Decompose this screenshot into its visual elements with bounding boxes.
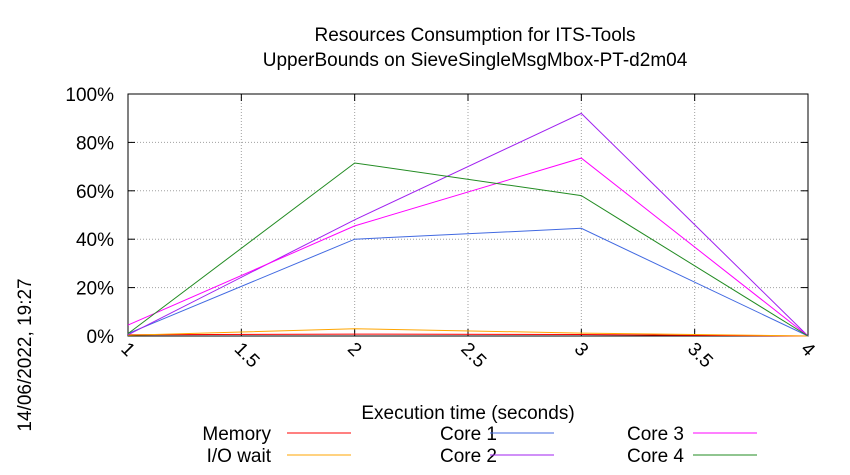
y-tick-label: 60% [76,182,114,203]
legend-item-i-o-wait: I/O wait [207,446,351,467]
series-line-core-2 [127,112,809,337]
series-line-core-1 [127,227,809,337]
legend-label: Core 4 [627,446,684,467]
legend-item-core-1: Core 1 [440,424,554,445]
y-tick-label: 20% [76,279,114,300]
legend-item-core-2: Core 2 [440,446,554,467]
y-tick-label: 0% [87,327,115,348]
x-tick-label: 2.5 [456,339,490,373]
x-tick-label: 3 [570,339,592,361]
timestamp-label: 14/06/2022, 19:27 [15,278,36,431]
chart-title-line2: UpperBounds on SieveSingleMsgMbox-PT-d2m… [263,50,688,71]
legend-item-core-3: Core 3 [627,424,757,445]
series-line-i-o-wait [127,328,809,337]
legend-item-memory: Memory [202,424,351,445]
legend-label: Core 2 [440,446,497,467]
y-tick-label: 40% [76,230,114,251]
y-tick-label: 80% [76,133,114,154]
series-line-core-4 [127,162,809,337]
x-tick-label: 3.5 [683,339,717,373]
x-tick-label: 4 [796,339,819,362]
y-axis: 0% 20% 40% 60% 80% 100% [65,85,808,348]
series-lines [127,112,809,337]
chart-title-line1: Resources Consumption for ITS-Tools [314,25,635,46]
grid-lines [128,94,808,336]
x-tick-label: 2 [343,339,365,361]
series-line-memory [127,333,809,337]
x-tick-label: 1 [116,339,138,361]
x-axis-label: Execution time (seconds) [361,403,574,424]
legend-label: Core 1 [440,424,497,445]
series-line-core-3 [127,157,809,337]
legend-label: Core 3 [627,424,684,445]
x-tick-label: 1.5 [230,339,264,373]
legend-label: Memory [202,424,271,445]
y-tick-label: 100% [65,85,114,106]
legend-label: I/O wait [207,446,272,467]
legend-item-core-4: Core 4 [627,446,757,467]
